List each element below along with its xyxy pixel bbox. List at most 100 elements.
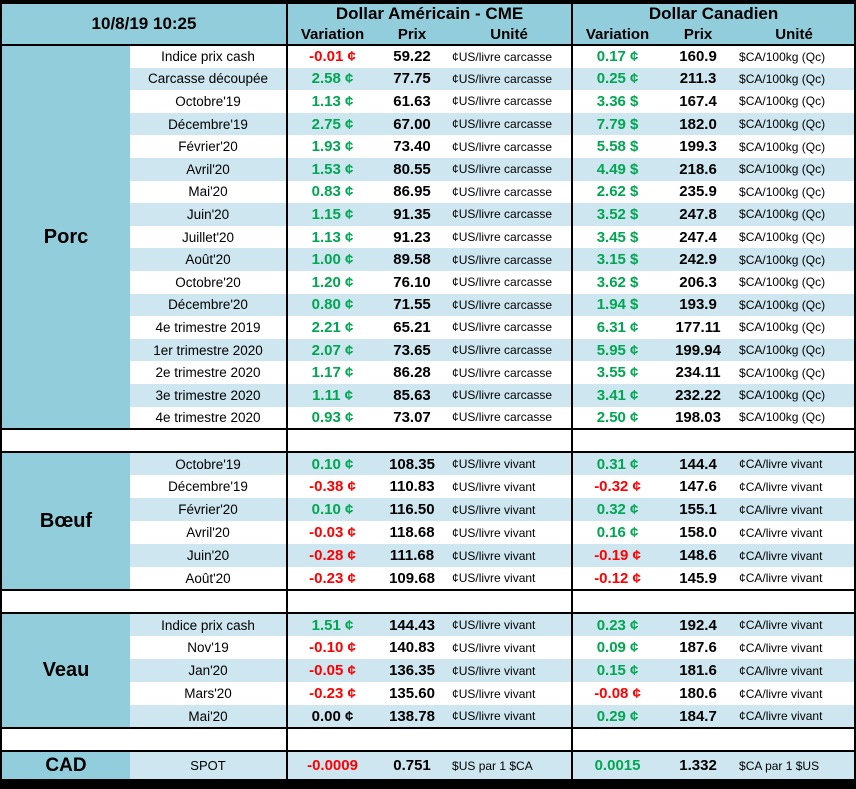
table-row: Juillet'20 1.13 ¢ 91.23 ¢US/livre carcasse 3… (2, 225, 854, 249)
us-unit-label: ¢US/livre vivant (452, 686, 536, 701)
row-label: 4e trimestre 2019 (155, 319, 261, 335)
ca-price-value: 147.6 (679, 478, 717, 496)
us-variation-value: -0.38 ¢ (286, 475, 378, 499)
ca-price-value: 167.4 (679, 92, 717, 110)
ca-price-value: 177.11 (675, 318, 721, 336)
ca-group-title: Dollar Canadien (571, 4, 855, 24)
row-label: Octobre'19 (175, 93, 241, 109)
us-price-value: 86.95 (393, 183, 431, 201)
ca-price-value: 1.332 (662, 751, 735, 780)
us-variation-value: -0.03 ¢ (286, 521, 378, 545)
us-price-value: 71.55 (377, 293, 448, 317)
ca-unit-label: $CA/100kg (Qc) (734, 383, 855, 407)
row-label: 2e trimestre 2020 (155, 365, 261, 381)
us-price-value: 67.00 (377, 112, 448, 136)
ca-variation-value: 2.50 ¢ (571, 406, 663, 430)
ca-unit-label: $CA/100kg (Qc) (739, 230, 826, 245)
ca-price-value: 158.0 (679, 524, 717, 542)
ca-variation-value: 0.31 ¢ (571, 452, 663, 476)
ca-price-value: 187.6 (679, 639, 717, 657)
us-price-value: 136.35 (377, 659, 448, 683)
row-label: Mai'20 (188, 184, 228, 200)
ca-price-value: 198.03 (675, 408, 721, 426)
us-unit-label: ¢US/livre carcasse (447, 157, 573, 181)
ca-variation-value: 4.49 $ (571, 157, 663, 181)
row-label: 4e trimestre 2020 (155, 409, 261, 425)
table-row: Décembre'20 0.80 ¢ 71.55 ¢US/livre carcasse… (2, 293, 855, 317)
us-unit-label: ¢US/livre carcasse (447, 248, 573, 271)
divider-cell (2, 589, 288, 615)
ca-variation-value: 3.52 $ (571, 203, 663, 226)
ca-unit-label: $CA/100kg (Qc) (734, 67, 855, 91)
row-label: Décembre'19 (168, 479, 248, 495)
row-label: Indice prix cash (130, 613, 288, 637)
us-price-value: 61.63 (393, 92, 431, 110)
ca-unit-label: ¢CA/livre vivant (734, 544, 855, 568)
us-unit-label: ¢US/livre vivant (447, 613, 573, 637)
ca-price-value: 145.9 (679, 569, 717, 587)
us-price-value: 118.68 (389, 524, 435, 542)
us-price-value: 138.78 (377, 705, 448, 729)
us-unit-label: $US par 1 $CA (447, 751, 573, 780)
ca-price-value: 232.22 (662, 383, 735, 407)
us-price-value: 91.23 (393, 228, 431, 246)
table-row: Porc Indice prix cash -0.01 ¢ 59.22 ¢US/livr… (2, 45, 854, 430)
us-unit-label: ¢US/livre vivant (452, 640, 536, 655)
us-variation-value: -0.01 ¢ (286, 45, 378, 68)
ca-variation-header: Variation (571, 24, 663, 45)
ca-unit-label: $CA/100kg (Qc) (739, 365, 826, 380)
row-label: Octobre'20 (175, 274, 241, 290)
us-price-value: 77.75 (377, 67, 448, 91)
us-price-value: 111.68 (377, 544, 448, 568)
divider-cell (286, 428, 573, 454)
us-unit-label: ¢US/livre vivant (452, 525, 536, 540)
us-group-title: Dollar Américain - CME (286, 4, 573, 24)
us-price-value: 109.68 (389, 569, 435, 587)
us-price-value: 80.55 (377, 157, 448, 181)
divider-cell (2, 727, 288, 753)
section-label-porc: Porc (2, 45, 130, 430)
ca-price-value: 211.3 (662, 67, 735, 91)
ca-unit-label: $CA/100kg (Qc) (734, 248, 855, 271)
ca-unit-label: $CA/100kg (Qc) (734, 112, 855, 136)
us-unite-header: Unité (447, 24, 573, 45)
us-price-value: 116.50 (377, 498, 448, 522)
ca-price-value: 199.94 (662, 338, 735, 362)
ca-unit-label: ¢CA/livre vivant (739, 479, 823, 494)
us-price-value: 0.751 (377, 751, 448, 780)
row-label: SPOT (130, 751, 288, 780)
ca-variation-value: 3.62 $ (571, 270, 663, 294)
row-label: Décembre'19 (130, 112, 288, 136)
us-variation-value: 1.15 ¢ (286, 203, 378, 226)
table-row: Juin'20 1.15 ¢ 91.35 ¢US/livre carcasse 3.52… (2, 203, 855, 226)
table-row: Décembre'19 2.75 ¢ 67.00 ¢US/livre carcasse… (2, 112, 855, 136)
table-row: Avril'20 -0.03 ¢ 118.68 ¢US/livre vivant 0.1… (2, 521, 854, 545)
row-label: 1er trimestre 2020 (130, 338, 288, 362)
ca-unit-label: $CA/100kg (Qc) (734, 293, 855, 317)
ca-unit-label: $CA/100kg (Qc) (739, 320, 826, 335)
cad-spot-row: CAD SPOT -0.0009 0.751 $US par 1 $CA 0.0015 1.… (2, 751, 855, 780)
us-variation-value: 1.13 ¢ (286, 90, 378, 113)
section-divider (2, 727, 855, 753)
row-label: Février'20 (178, 139, 238, 155)
us-price-value: 86.28 (393, 364, 431, 382)
ca-unit-label: $CA/100kg (Qc) (739, 94, 826, 109)
us-unit-label: ¢US/livre carcasse (452, 139, 553, 154)
ca-unit-label: $CA/100kg (Qc) (739, 49, 826, 64)
ca-price-value: 182.0 (662, 112, 735, 136)
ca-variation-value: 3.45 $ (571, 225, 663, 249)
ca-price-value: 184.7 (662, 705, 735, 729)
header-group-row: 10/8/19 10:25 Dollar Américain - CME Dol… (2, 4, 855, 45)
us-unit-label: ¢US/livre carcasse (447, 112, 573, 136)
table-row: Veau Indice prix cash 1.51 ¢ 144.43 ¢US/livr… (2, 613, 855, 729)
ca-variation-value: 0.09 ¢ (571, 636, 663, 660)
table-row: 4e trimestre 2020 0.93 ¢ 73.07 ¢US/livre ca… (2, 406, 854, 430)
table-row: Février'20 1.93 ¢ 73.40 ¢US/livre carcasse 5… (2, 135, 854, 158)
us-variation-value: 1.13 ¢ (286, 225, 378, 249)
ca-variation-value: 0.23 ¢ (571, 613, 663, 637)
ca-price-value: 148.6 (662, 544, 735, 568)
table-row: Mai'20 0.83 ¢ 86.95 ¢US/livre carcasse 2.62 … (2, 180, 854, 204)
divider-cell (286, 589, 573, 615)
ca-price-value: 160.9 (679, 48, 717, 66)
